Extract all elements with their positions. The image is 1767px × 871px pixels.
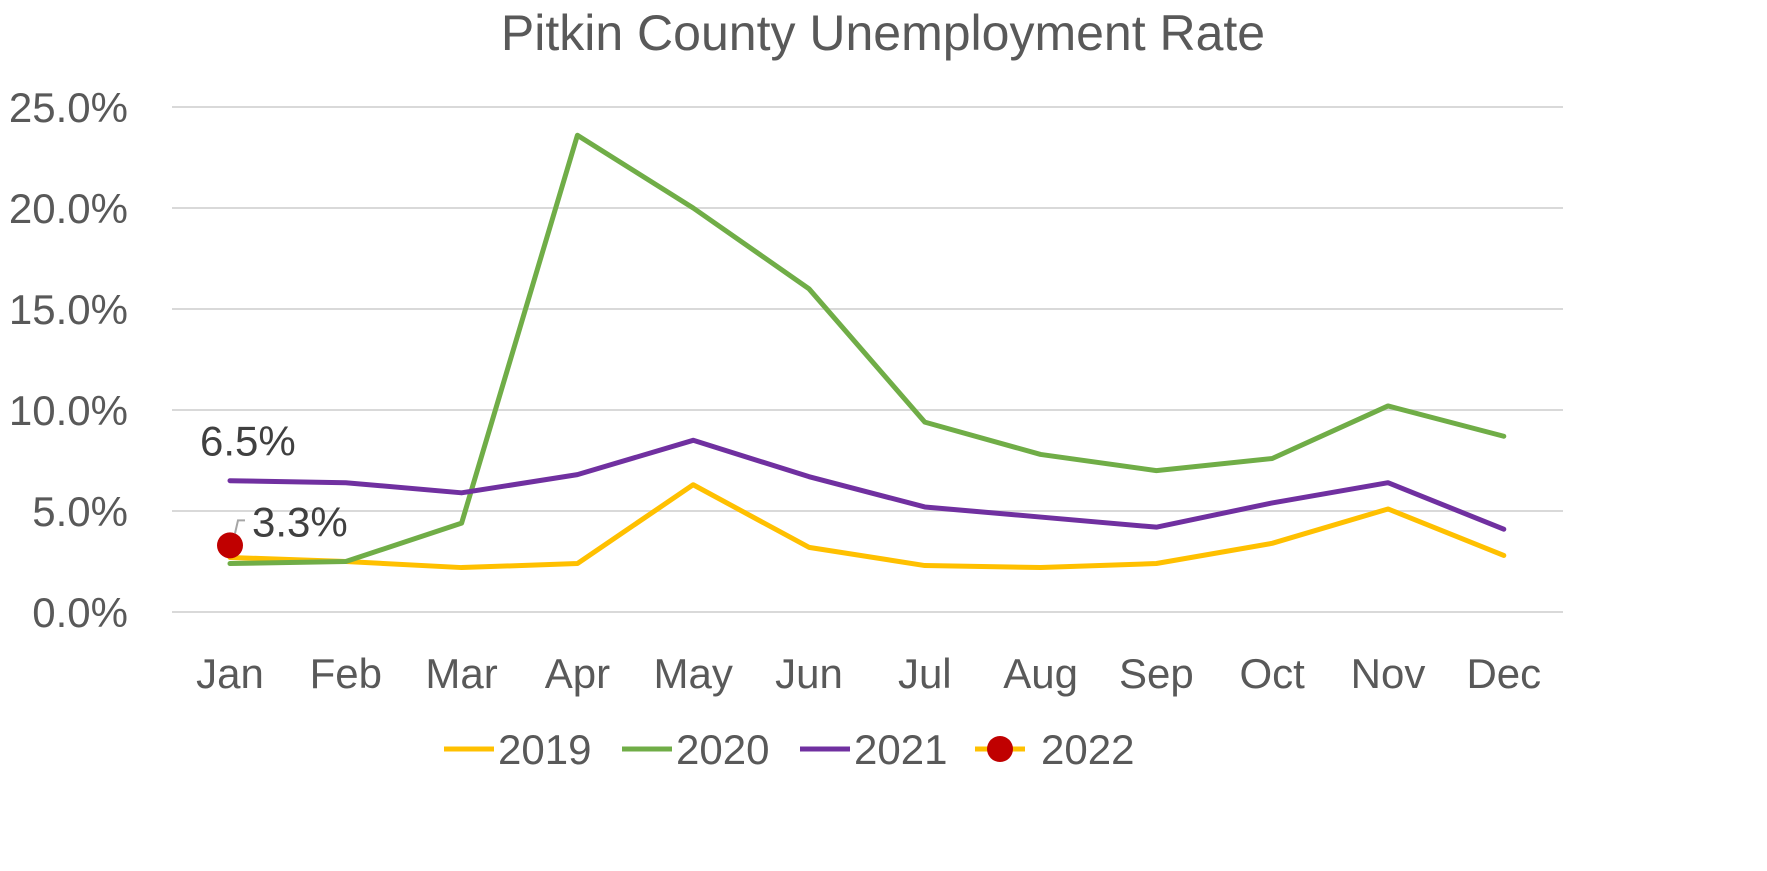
gridlines [172,106,1563,613]
x-tick-label: Oct [1240,650,1306,697]
legend-label-2022: 2022 [1041,726,1134,773]
x-tick-label: Dec [1466,650,1541,697]
series-lines [217,132,1507,571]
x-tick-label: Jun [775,650,843,697]
legend: 2019 2020 2021 2022 [444,726,1134,773]
y-axis-ticks: 0.0% 5.0% 10.0% 15.0% 20.0% 25.0% [9,84,128,636]
data-label-leader-line [234,519,245,534]
data-labels: 6.5% 3.3% [200,418,348,546]
x-tick-label: Nov [1351,650,1426,697]
legend-label-2021: 2021 [854,726,947,773]
x-tick-label: Aug [1003,650,1078,697]
series-line-2019 [227,482,1507,571]
data-label: 6.5% [200,418,296,465]
series-line-2020 [227,132,1507,567]
y-tick-label: 15.0% [9,286,128,333]
series-line-2021 [227,437,1507,532]
x-tick-label: Apr [545,650,610,697]
y-tick-label: 0.0% [32,589,128,636]
x-tick-label: May [654,650,733,697]
y-tick-label: 5.0% [32,488,128,535]
y-tick-label: 20.0% [9,185,128,232]
legend-label-2020: 2020 [676,726,769,773]
chart-title: Pitkin County Unemployment Rate [501,5,1265,61]
x-tick-label: Feb [310,650,382,697]
y-tick-label: 25.0% [9,84,128,131]
data-point-2022 [217,532,243,559]
data-label: 3.3% [252,498,348,545]
legend-marker-2022 [987,736,1013,762]
x-tick-label: Jul [898,650,952,697]
y-tick-label: 10.0% [9,387,128,434]
legend-label-2019: 2019 [498,726,591,773]
x-tick-label: Jan [196,650,264,697]
x-axis-ticks: Jan Feb Mar Apr May Jun Jul Aug Sep Oct Nov Dec [196,650,1541,697]
x-tick-label: Sep [1119,650,1194,697]
x-tick-label: Mar [425,650,497,697]
